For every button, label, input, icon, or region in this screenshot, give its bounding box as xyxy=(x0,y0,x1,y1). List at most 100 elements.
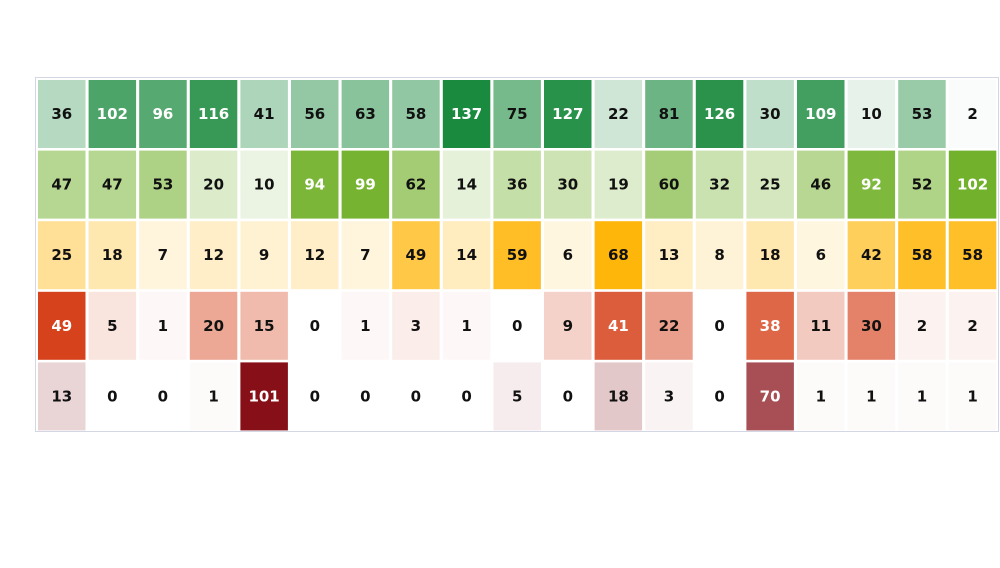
heatmap-cell xyxy=(948,221,997,290)
heatmap-cell-value: 14 xyxy=(456,246,477,264)
heatmap-cell-value: 2 xyxy=(967,105,977,123)
heatmap-cell xyxy=(493,150,541,219)
heatmap-cell xyxy=(847,80,896,148)
heatmap-cell xyxy=(442,80,491,148)
heatmap-cell xyxy=(948,362,997,431)
heatmap-cell-value: 52 xyxy=(912,176,933,194)
heatmap-cell xyxy=(392,362,440,431)
heatmap-cell xyxy=(493,80,541,148)
heatmap-cell-value: 99 xyxy=(355,176,376,194)
heatmap-cell-value: 47 xyxy=(102,176,123,194)
heatmap-cell-value: 0 xyxy=(461,387,471,405)
heatmap-cell xyxy=(38,150,86,219)
heatmap-cell-value: 14 xyxy=(456,176,477,194)
heatmap-cell xyxy=(442,221,491,290)
heatmap-cell-value: 7 xyxy=(158,246,168,264)
heatmap-cell xyxy=(88,150,137,219)
heatmap-cell-value: 127 xyxy=(552,105,583,123)
heatmap-cell xyxy=(594,362,643,431)
heatmap-cell-value: 9 xyxy=(563,317,573,335)
heatmap-cell-value: 116 xyxy=(198,105,229,123)
heatmap-cell xyxy=(392,291,440,360)
heatmap-cell xyxy=(442,362,491,431)
heatmap-cell-value: 81 xyxy=(659,105,680,123)
heatmap-cell-value: 63 xyxy=(355,105,376,123)
heatmap-cell xyxy=(594,291,643,360)
heatmap-cell-value: 0 xyxy=(512,317,522,335)
heatmap-cell-value: 58 xyxy=(912,246,933,264)
heatmap-cell-value: 20 xyxy=(203,176,224,194)
heatmap-cell-value: 2 xyxy=(967,317,977,335)
heatmap-cell-value: 2 xyxy=(917,317,927,335)
heatmap-cell xyxy=(291,291,339,360)
heatmap-cell xyxy=(797,80,845,148)
heatmap-cell-value: 0 xyxy=(360,387,370,405)
heatmap-cell xyxy=(746,150,794,219)
heatmap-cell-value: 126 xyxy=(704,105,735,123)
heatmap-cell xyxy=(88,291,137,360)
heatmap-cell xyxy=(139,80,187,148)
heatmap-cell-value: 12 xyxy=(304,246,325,264)
heatmap-cell xyxy=(341,221,390,290)
heatmap-cell xyxy=(645,291,693,360)
heatmap-cell xyxy=(189,291,238,360)
heatmap-cell-value: 5 xyxy=(107,317,117,335)
heatmap-cell-value: 3 xyxy=(664,387,674,405)
heatmap-cell xyxy=(645,362,693,431)
heatmap-cell-value: 62 xyxy=(405,176,426,194)
heatmap-cell-value: 0 xyxy=(714,317,724,335)
heatmap-cell-value: 7 xyxy=(360,246,370,264)
heatmap-cell-value: 18 xyxy=(102,246,123,264)
heatmap-cell-value: 20 xyxy=(203,317,224,335)
heatmap-labels: 36 102 96 116 41 56 63 58 137 75 127 22 81 126 30 109 10… xyxy=(51,105,988,405)
heatmap-cell xyxy=(695,362,744,431)
heatmap-cell-value: 6 xyxy=(563,246,573,264)
heatmap-cell xyxy=(898,221,946,290)
heatmap-cell xyxy=(341,80,390,148)
heatmap-cell-value: 1 xyxy=(917,387,927,405)
heatmap-frame xyxy=(35,77,999,432)
heatmap-cell xyxy=(189,150,238,219)
heatmap-cell-value: 12 xyxy=(203,246,224,264)
heatmap-cell xyxy=(240,150,288,219)
heatmap-cell xyxy=(544,80,592,148)
heatmap-cell-value: 1 xyxy=(360,317,370,335)
heatmap-cell xyxy=(442,150,491,219)
heatmap-cell xyxy=(746,362,794,431)
heatmap-cell xyxy=(544,150,592,219)
heatmap-cell xyxy=(746,291,794,360)
heatmap-cell xyxy=(392,80,440,148)
heatmap-cell xyxy=(240,291,288,360)
heatmap-cell-value: 41 xyxy=(608,317,629,335)
heatmap-cell-value: 1 xyxy=(208,387,218,405)
heatmap-cell xyxy=(392,150,440,219)
heatmap-cell xyxy=(544,221,592,290)
heatmap-cell xyxy=(189,221,238,290)
heatmap-cell-value: 8 xyxy=(714,246,724,264)
heatmap-cell-value: 137 xyxy=(451,105,482,123)
heatmap-cell-value: 53 xyxy=(152,176,173,194)
heatmap-cell-value: 1 xyxy=(866,387,876,405)
heatmap-cell xyxy=(746,80,794,148)
heatmap-cell-value: 102 xyxy=(97,105,128,123)
heatmap-cell xyxy=(695,80,744,148)
heatmap-cell-value: 94 xyxy=(304,176,325,194)
heatmap-cell xyxy=(695,150,744,219)
heatmap-cell xyxy=(948,80,997,148)
heatmap-cell xyxy=(594,221,643,290)
heatmap-cell xyxy=(948,291,997,360)
heatmap-cell-value: 18 xyxy=(608,387,629,405)
heatmap-cell-value: 22 xyxy=(659,317,680,335)
heatmap-cell xyxy=(341,150,390,219)
heatmap-cell-value: 70 xyxy=(760,387,781,405)
heatmap-cell xyxy=(88,362,137,431)
heatmap-cell xyxy=(392,221,440,290)
heatmap-cell xyxy=(88,80,137,148)
heatmap-cell-value: 102 xyxy=(957,176,988,194)
heatmap-cell-value: 68 xyxy=(608,246,629,264)
heatmap-cell xyxy=(797,362,845,431)
heatmap-cell-value: 25 xyxy=(760,176,781,194)
heatmap-cell xyxy=(847,221,896,290)
heatmap-cell-value: 0 xyxy=(158,387,168,405)
